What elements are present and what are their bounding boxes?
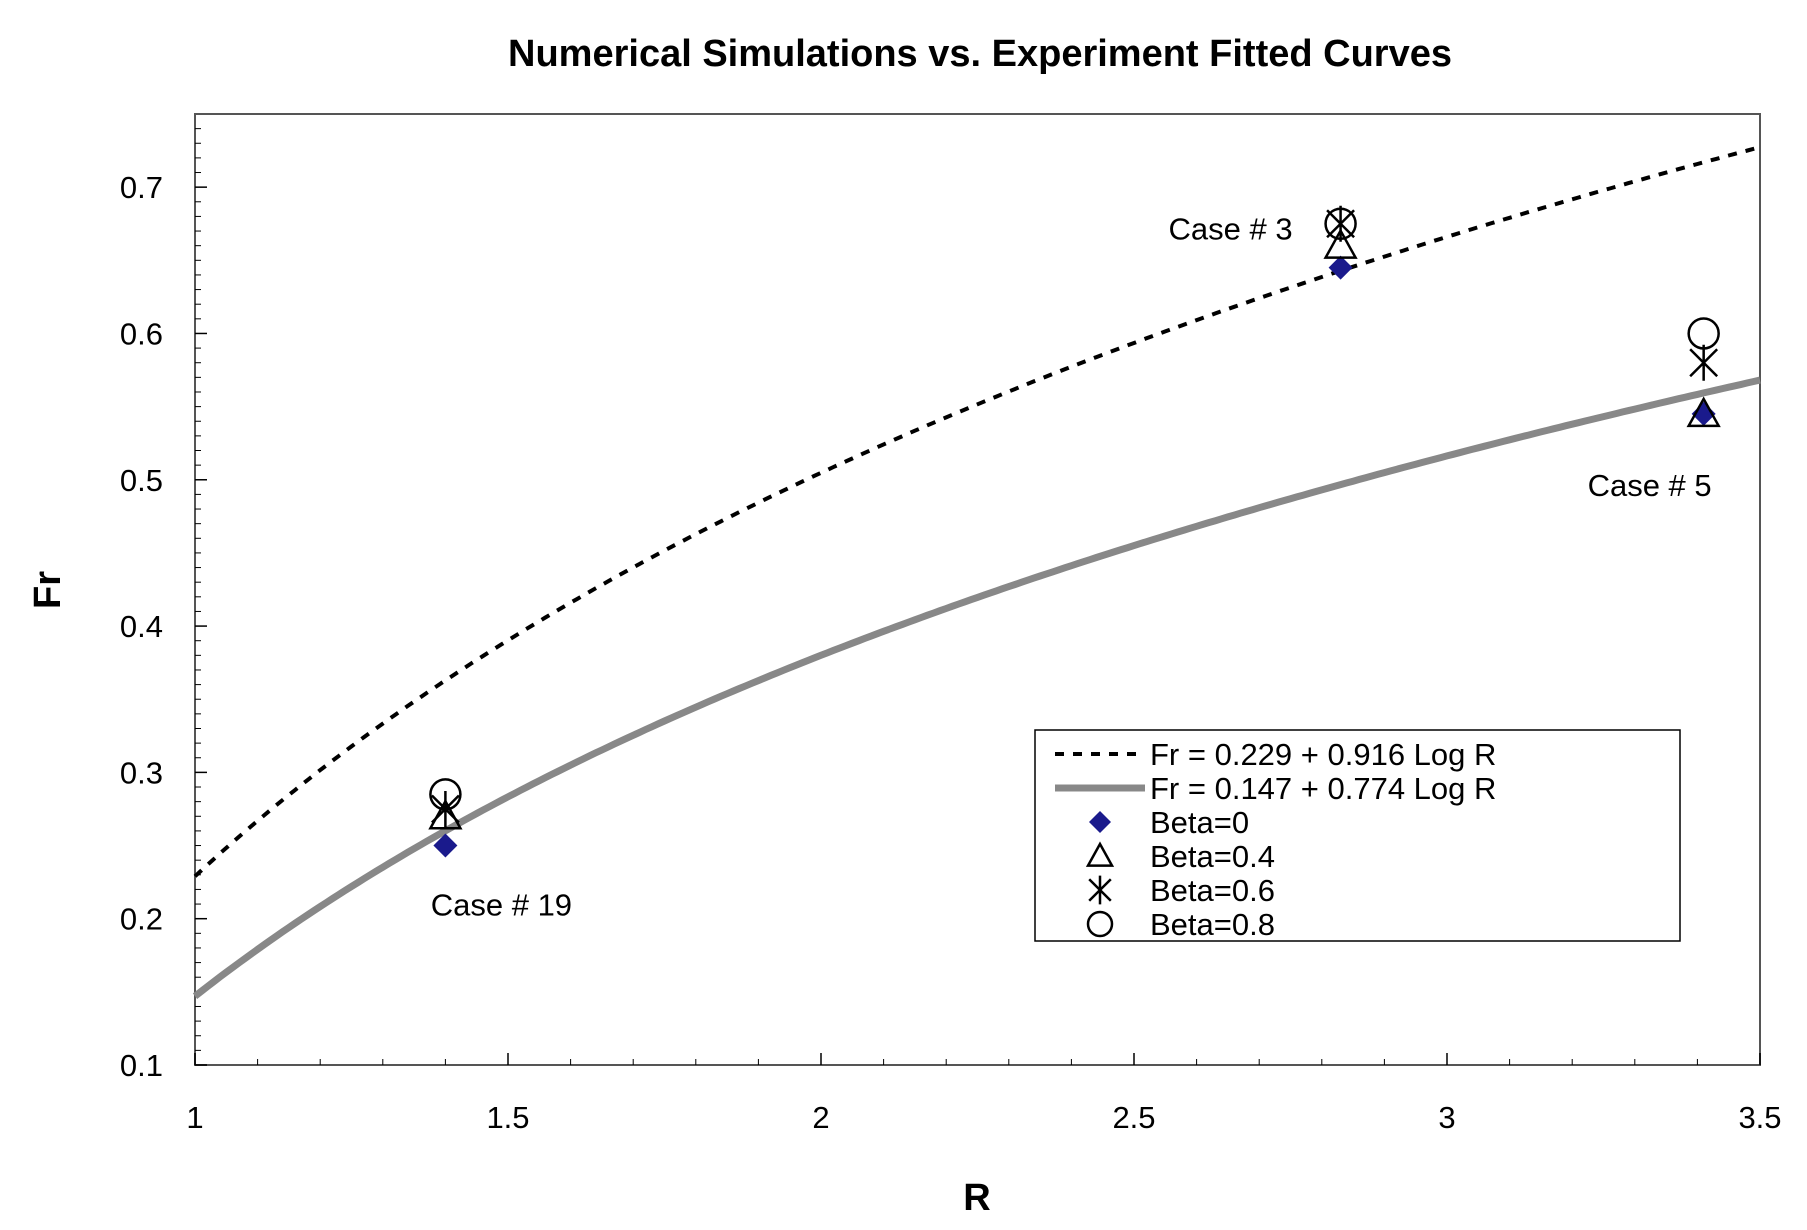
fitted-curves: [192, 145, 1761, 999]
legend-box: [1034, 729, 1681, 942]
beta-0.4-point: [1323, 228, 1358, 259]
beta-0.8-point: [1324, 207, 1357, 240]
beta-0.8-point: [429, 778, 462, 811]
y-tick-label: 0.4: [120, 609, 163, 644]
chart-title: Numerical Simulations vs. Experiment Fit…: [508, 33, 1452, 75]
y-tick-label: 0.3: [120, 755, 163, 790]
x-tick-label: 2.5: [1112, 1100, 1155, 1135]
beta-0.8-point: [1687, 317, 1720, 350]
data-points: [428, 205, 1721, 858]
annotation-label: Case # 5: [1588, 468, 1712, 503]
fitted-curve-1: [193, 145, 1761, 878]
y-tick-label: 0.2: [120, 902, 163, 937]
beta-0-point: [433, 833, 458, 858]
beta-0.6-point: [1689, 344, 1719, 381]
legend: Fr = 0.229 + 0.916 Log RFr = 0.147 + 0.7…: [1034, 729, 1681, 942]
legend-label: Fr = 0.229 + 0.916 Log R: [1150, 737, 1496, 772]
annotation-label: Case # 3: [1169, 212, 1293, 247]
y-tick-label: 0.5: [120, 463, 163, 498]
plot-area: [194, 113, 1761, 1066]
annotation-label: Case # 19: [431, 888, 572, 923]
beta-0.4-point: [1085, 841, 1115, 867]
x-tick-label: 3.5: [1738, 1100, 1781, 1135]
y-axis-title: Fr: [27, 571, 69, 609]
legend-label: Beta=0.4: [1150, 839, 1275, 874]
fitted-curve-2: [192, 376, 1761, 999]
x-axis-title: R: [963, 1177, 990, 1219]
beta-0.6-point: [1326, 205, 1355, 242]
x-tick-label: 3: [1438, 1100, 1455, 1135]
beta-0-point: [1089, 811, 1111, 833]
y-tick-label: 0.6: [120, 316, 163, 351]
y-tick-label: 0.1: [120, 1048, 163, 1083]
legend-label: Beta=0.8: [1150, 907, 1275, 942]
legend-label: Fr = 0.147 + 0.774 Log R: [1150, 771, 1496, 806]
x-tick-label: 1: [186, 1100, 203, 1135]
beta-0-point: [1328, 255, 1353, 280]
annotations: Case # 3 Case # 5 Case # 19: [431, 212, 1712, 923]
legend-label: Beta=0: [1150, 805, 1249, 840]
y-tick-label: 0.7: [120, 170, 163, 205]
beta-0.8-point: [1086, 910, 1114, 938]
legend-label: Beta=0.6: [1150, 873, 1275, 908]
x-tick-label: 1.5: [486, 1100, 529, 1135]
beta-0.4-point: [1686, 396, 1721, 428]
beta-0.6-point: [1088, 875, 1112, 905]
axis-ticks: 1 1.5 2 2.5 3 3.5 0.1 0.2 0.3 0.4 0.5 0.6 0.7: [120, 128, 1782, 1135]
x-tick-label: 2: [812, 1100, 829, 1135]
